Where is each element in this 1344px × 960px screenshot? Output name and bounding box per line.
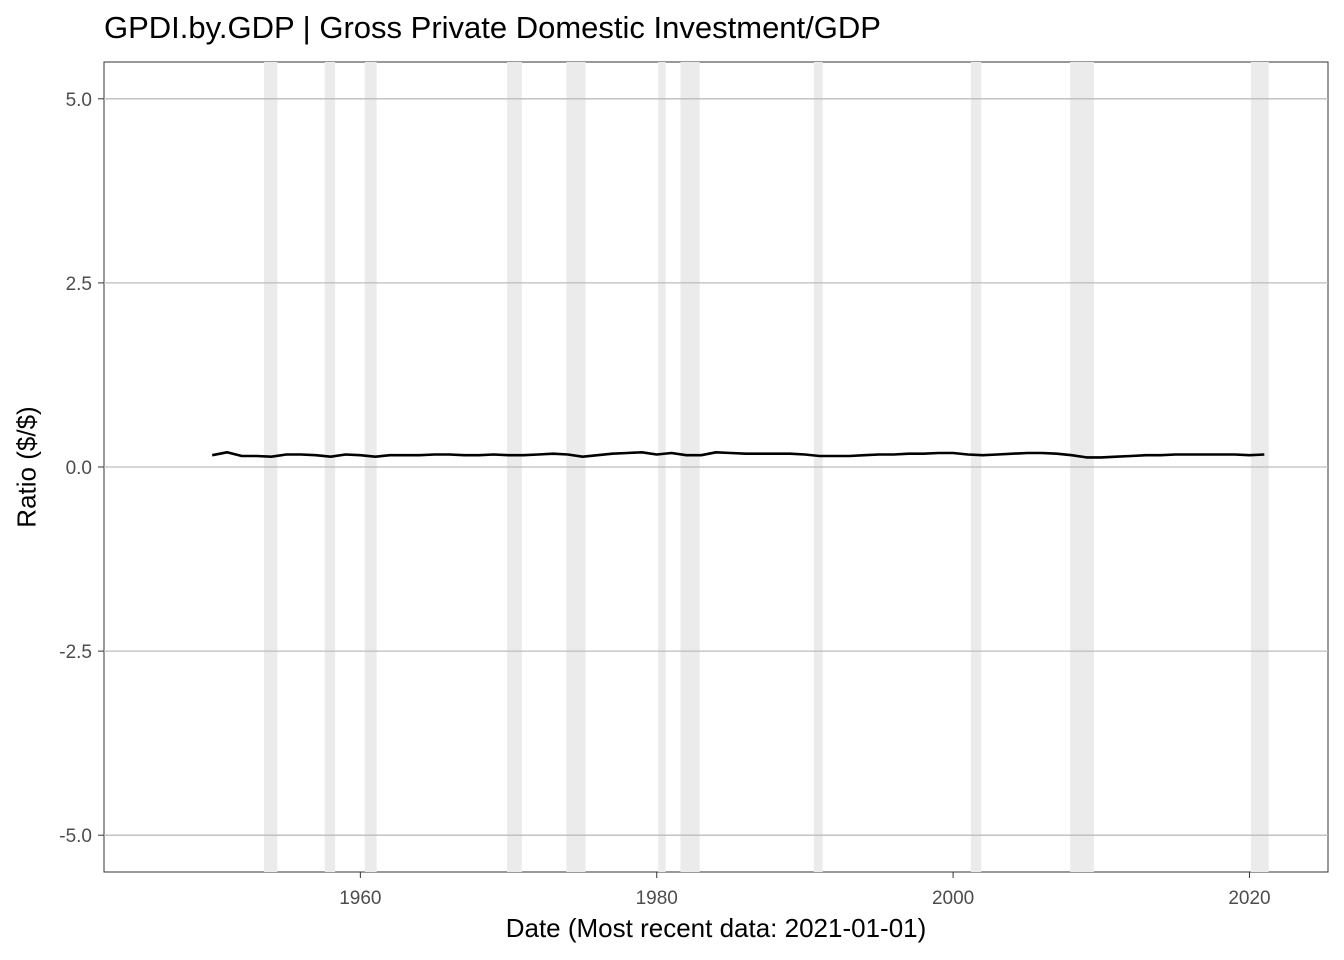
y-tick-label: 5.0 (66, 90, 92, 111)
gridlines (104, 98, 1328, 836)
chart-title: GPDI.by.GDP | Gross Private Domestic Inv… (104, 10, 881, 45)
series-line (211, 450, 1265, 459)
y-tick-label: -5.0 (59, 826, 92, 847)
y-tick-label: 2.5 (66, 274, 92, 295)
y-tick-label: 0.0 (66, 458, 92, 479)
x-tick-label: 1980 (636, 888, 678, 909)
x-tick-label: 1960 (339, 888, 381, 909)
series-lines (211, 450, 1265, 459)
axis-ticks: 5.0 2.5 0.0 -2.5 -5.0 1960 1980 2000 2020 (59, 90, 1270, 909)
x-axis-title: Date (Most recent data: 2021-01-01) (505, 913, 927, 943)
x-tick-label: 2020 (1228, 888, 1270, 909)
y-tick-label: -2.5 (59, 642, 92, 663)
x-tick-label: 2000 (932, 888, 974, 909)
y-axis-title: Ratio ($/$) (11, 406, 42, 528)
